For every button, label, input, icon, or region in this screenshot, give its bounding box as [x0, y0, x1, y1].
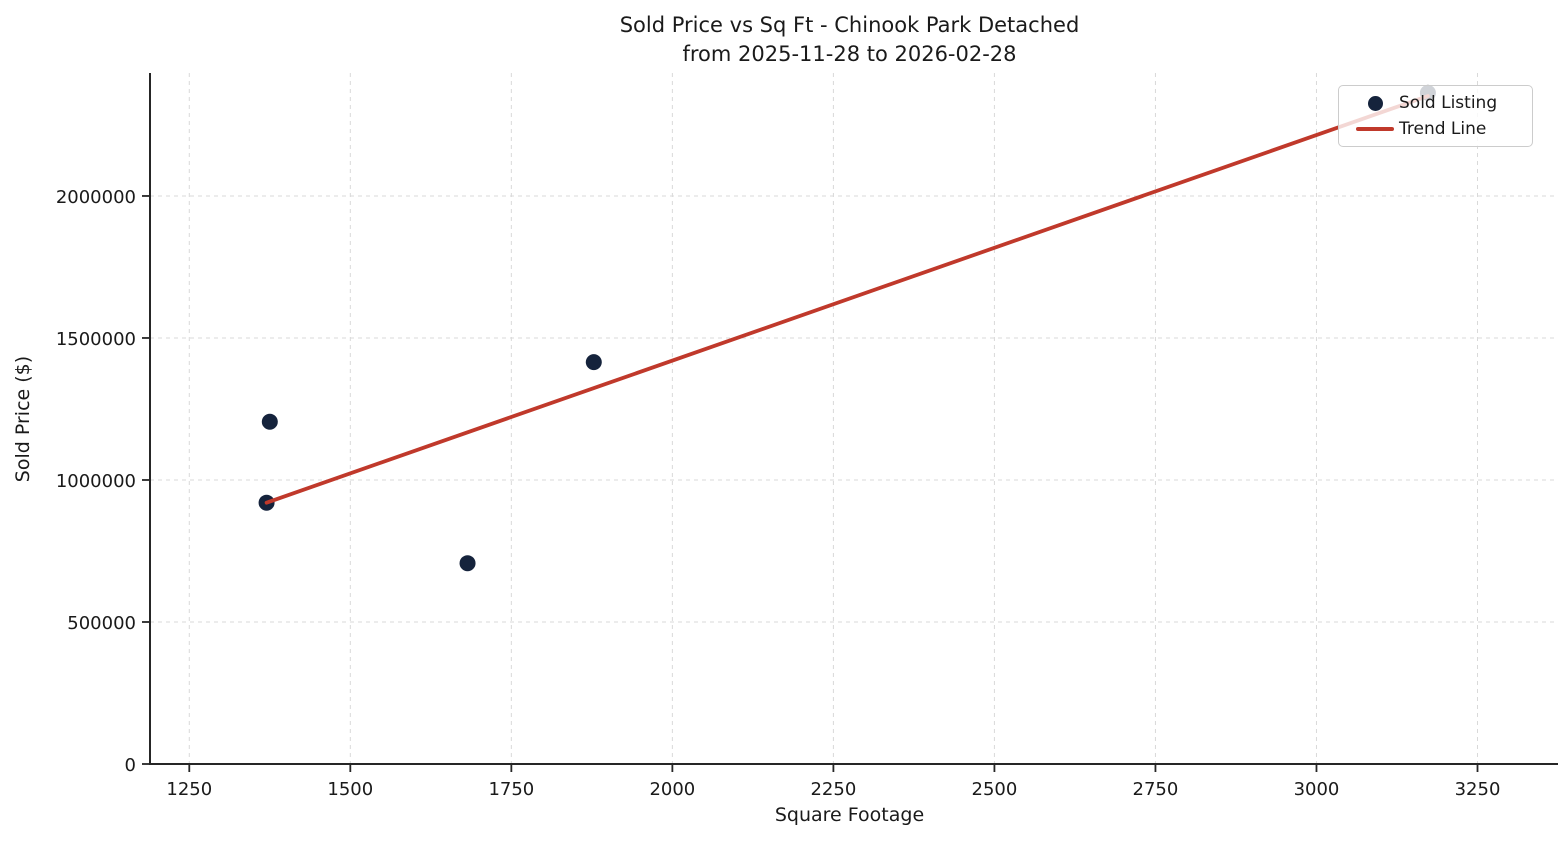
- y-tick-label: 0: [125, 755, 136, 776]
- y-tick-label: 1500000: [56, 329, 136, 350]
- scatter-marker-icon: [1367, 95, 1383, 111]
- y-axis-label: Sold Price ($): [12, 355, 34, 483]
- legend-entry-trend-line: Trend Line: [1351, 119, 1522, 139]
- chart-title-block: Sold Price vs Sq Ft - Chinook Park Detac…: [150, 11, 1549, 69]
- legend-label: Trend Line: [1399, 119, 1487, 139]
- legend: Sold Listing Trend Line: [1338, 85, 1533, 147]
- x-tick-label: 1500: [327, 779, 373, 800]
- trend-line: [264, 94, 1430, 505]
- x-tick-label: 2750: [1133, 779, 1179, 800]
- legend-marker-cell: [1351, 95, 1399, 111]
- scatter-point: [585, 354, 602, 371]
- y-tick-label: 1000000: [56, 471, 136, 492]
- x-tick-label: 3250: [1455, 779, 1501, 800]
- y-tick-label: 2000000: [56, 187, 136, 208]
- x-tick-label: 1250: [166, 779, 212, 800]
- x-tick-label: 3000: [1294, 779, 1340, 800]
- y-tick-label: 500000: [67, 613, 136, 634]
- legend-entry-sold-listing: Sold Listing: [1351, 93, 1522, 113]
- chart-title: Sold Price vs Sq Ft - Chinook Park Detac…: [619, 13, 1080, 37]
- scatter-point: [261, 413, 278, 430]
- trend-line-marker-icon: [1356, 127, 1394, 131]
- chart-subtitle: from 2025-11-28 to 2026-02-28: [682, 42, 1017, 66]
- legend-marker-cell: [1351, 127, 1399, 131]
- x-tick-label: 2000: [649, 779, 695, 800]
- x-tick-label: 2250: [810, 779, 856, 800]
- legend-label: Sold Listing: [1399, 93, 1498, 113]
- x-tick-label: 2500: [972, 779, 1018, 800]
- scatter-point: [459, 555, 476, 572]
- x-tick-label: 1750: [488, 779, 534, 800]
- x-axis-label: Square Footage: [774, 804, 925, 826]
